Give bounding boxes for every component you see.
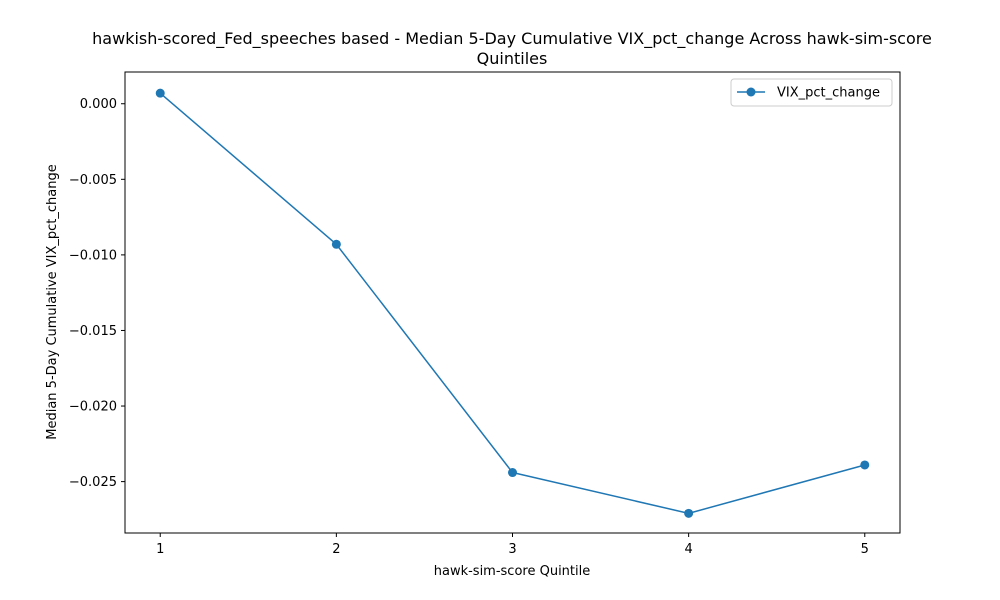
- data-point: [155, 88, 165, 98]
- chart-title-line-2: Quintiles: [477, 49, 548, 68]
- plot-area-frame: [124, 71, 901, 534]
- x-axis-label: hawk-sim-score Quintile: [434, 564, 591, 579]
- y-axis-label: Median 5-Day Cumulative VIX_pct_change: [45, 164, 60, 439]
- legend: VIX_pct_change: [730, 78, 893, 107]
- y-tick-label: −0.025: [69, 475, 117, 490]
- x-axis-ticks: 1 2 3 4 5: [156, 533, 869, 557]
- y-tick-label: −0.005: [69, 173, 117, 188]
- legend-entry-label: VIX_pct_change: [777, 86, 880, 101]
- x-tick-label: 2: [332, 542, 340, 557]
- x-tick-label: 3: [508, 542, 516, 557]
- series-layer: [155, 88, 870, 518]
- y-tick-label: −0.010: [69, 248, 117, 263]
- data-point: [684, 508, 694, 518]
- x-tick-label: 4: [684, 542, 692, 557]
- data-point: [508, 468, 517, 478]
- x-tick-label: 5: [861, 542, 869, 557]
- series-line-VIX_pct_change: [159, 92, 865, 515]
- y-tick-label: 0.000: [80, 97, 117, 112]
- data-point: [331, 239, 341, 249]
- chart-title-line-1: hawkish-scored_Fed_speeches based - Medi…: [92, 29, 932, 49]
- legend-marker-icon: [746, 87, 756, 97]
- legend-box: [730, 78, 893, 107]
- y-tick-label: −0.020: [69, 400, 117, 415]
- data-point: [860, 460, 870, 470]
- y-axis-ticks: 0.000 −0.005 −0.010 −0.015 −0.020 −0.025: [69, 97, 125, 490]
- y-tick-label: −0.015: [69, 324, 117, 339]
- x-tick-label: 1: [156, 542, 164, 557]
